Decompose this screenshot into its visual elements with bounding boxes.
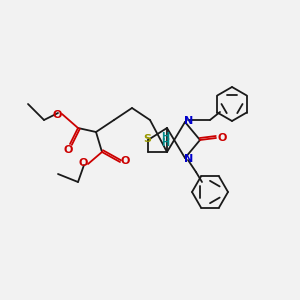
Text: N: N (184, 154, 194, 164)
Text: O: O (120, 156, 130, 166)
Text: O: O (217, 133, 227, 143)
Text: H: H (161, 138, 169, 148)
Text: O: O (52, 110, 62, 120)
Text: O: O (63, 145, 73, 155)
Text: O: O (78, 158, 88, 168)
Text: N: N (184, 116, 194, 126)
Text: H: H (161, 132, 169, 142)
Text: S: S (143, 134, 151, 144)
